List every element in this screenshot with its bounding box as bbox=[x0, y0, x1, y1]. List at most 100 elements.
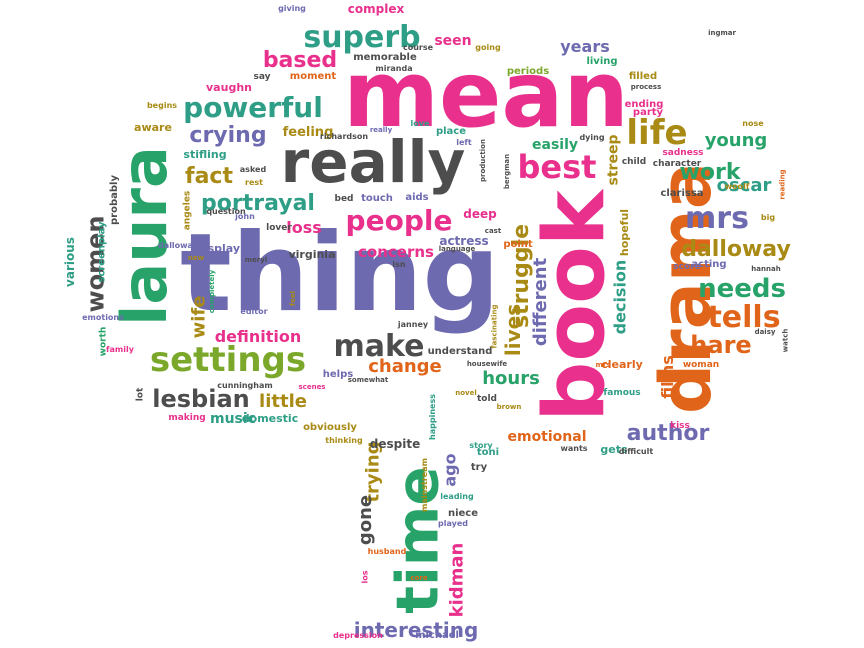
cloud-word: wants bbox=[560, 444, 588, 453]
cloud-word: going bbox=[475, 43, 501, 52]
cloud-word: story bbox=[469, 441, 493, 450]
cloud-word: character bbox=[652, 158, 702, 169]
cloud-word: housewife bbox=[466, 359, 508, 368]
cloud-word: emotional bbox=[507, 429, 587, 445]
cloud-word: thing bbox=[180, 211, 500, 336]
cloud-word: hannah bbox=[751, 264, 781, 273]
cloud-word: dying bbox=[579, 133, 605, 142]
cloud-word: young bbox=[704, 130, 768, 151]
cloud-word: memorable bbox=[353, 52, 417, 63]
cloud-word: rest bbox=[245, 178, 263, 187]
cloud-word: daisy bbox=[754, 327, 776, 336]
cloud-word: aids bbox=[405, 192, 429, 203]
cloud-word: lover bbox=[266, 222, 292, 233]
cloud-word: crying bbox=[189, 123, 267, 148]
cloud-word: feel bbox=[288, 290, 297, 306]
cloud-word: wife bbox=[188, 295, 209, 339]
cloud-word: screenplay bbox=[96, 221, 108, 283]
cloud-word: meryl bbox=[244, 255, 268, 264]
cloud-word: touch bbox=[361, 193, 393, 204]
cloud-word: played bbox=[438, 519, 468, 528]
cloud-word: michael bbox=[415, 630, 459, 641]
cloud-word: powerful bbox=[183, 91, 323, 124]
cloud-word: based bbox=[262, 48, 338, 73]
cloud-word: emotions bbox=[82, 313, 124, 322]
cloud-word: family bbox=[106, 345, 134, 354]
cloud-word: novel bbox=[455, 388, 477, 397]
cloud-word: hopeful bbox=[618, 208, 632, 256]
cloud-word: mean bbox=[343, 41, 629, 148]
cloud-word: nose bbox=[742, 119, 764, 128]
cloud-word: gets bbox=[600, 442, 628, 456]
cloud-word: making bbox=[168, 412, 206, 423]
cloud-word: films bbox=[657, 355, 677, 399]
cloud-word: fact bbox=[185, 164, 233, 189]
cloud-word: mainstream bbox=[420, 458, 429, 512]
cloud-word: los bbox=[360, 570, 369, 584]
cloud-word: score bbox=[673, 261, 701, 272]
cloud-word: party bbox=[632, 107, 664, 118]
cloud-word: ending bbox=[624, 99, 664, 110]
cloud-word: living bbox=[586, 56, 618, 67]
cloud-word: told bbox=[476, 393, 497, 404]
cloud-word: decision bbox=[609, 259, 629, 335]
cloud-word: janney bbox=[397, 320, 429, 329]
cloud-word: aware bbox=[134, 120, 172, 134]
cloud-word: periods bbox=[506, 66, 550, 77]
cloud-word: point bbox=[503, 239, 533, 250]
cloud-word: little bbox=[259, 391, 307, 412]
cloud-word: lesbian bbox=[152, 385, 250, 413]
cloud-word: process bbox=[630, 82, 662, 91]
cloud-word: husband bbox=[367, 547, 407, 556]
cloud-word: change bbox=[368, 356, 442, 377]
cloud-word: course bbox=[402, 43, 434, 52]
cloud-word: completely bbox=[208, 269, 217, 313]
cloud-word: acting bbox=[691, 259, 727, 270]
cloud-word: fascinating bbox=[490, 304, 499, 348]
cloud-word: domestic bbox=[241, 411, 299, 425]
cloud-word: production bbox=[478, 138, 487, 182]
cloud-word: needs bbox=[698, 274, 786, 304]
cloud-word: probably bbox=[108, 175, 120, 225]
cloud-word: actress bbox=[439, 234, 489, 248]
cloud-word: seen bbox=[434, 33, 472, 49]
cloud-word: lot bbox=[135, 387, 146, 401]
cloud-word: difficult bbox=[618, 447, 654, 456]
cloud-word: clarissa bbox=[660, 188, 704, 199]
cloud-word: cast bbox=[484, 226, 502, 235]
cloud-word: feeling bbox=[282, 124, 334, 140]
cloud-word: dalloway bbox=[681, 237, 791, 262]
cloud-word: big bbox=[760, 213, 776, 222]
cloud-word: definition bbox=[214, 327, 302, 346]
cloud-word: toni bbox=[476, 447, 500, 458]
cloud-word: lives bbox=[501, 303, 525, 357]
cloud-word: left bbox=[456, 138, 472, 147]
cloud-word: begins bbox=[146, 101, 178, 110]
cloud-word: kiss bbox=[670, 420, 690, 431]
cloud-word: life bbox=[626, 113, 688, 153]
cloud-word: different bbox=[529, 257, 551, 347]
cloud-word: editor bbox=[240, 307, 268, 316]
cloud-word: vaughn bbox=[206, 80, 252, 94]
cloud-word: time bbox=[383, 466, 452, 614]
cloud-word: despite bbox=[369, 437, 421, 451]
cloud-word: isn bbox=[392, 260, 406, 269]
cloud-word: make bbox=[333, 329, 425, 364]
cloud-word: superb bbox=[303, 20, 421, 55]
cloud-word: reading bbox=[778, 168, 787, 200]
cloud-word: hours bbox=[482, 368, 540, 389]
cloud-word: angeles bbox=[182, 190, 193, 230]
cloud-word: really bbox=[369, 125, 393, 134]
cloud-word: hare bbox=[690, 331, 752, 359]
cloud-word: brown bbox=[496, 402, 522, 411]
cloud-word: various bbox=[62, 237, 77, 287]
cloud-word: try bbox=[470, 462, 488, 473]
cloud-word: loss bbox=[286, 218, 322, 237]
cloud-word: work bbox=[679, 160, 741, 185]
cloud-word: somewhat bbox=[347, 375, 389, 384]
cloud-word: thinking bbox=[325, 436, 363, 445]
cloud-word: mrs bbox=[685, 201, 749, 236]
cloud-word: question bbox=[206, 207, 246, 216]
cloud-word: display bbox=[195, 241, 241, 255]
cloud-word: stifling bbox=[183, 147, 227, 161]
